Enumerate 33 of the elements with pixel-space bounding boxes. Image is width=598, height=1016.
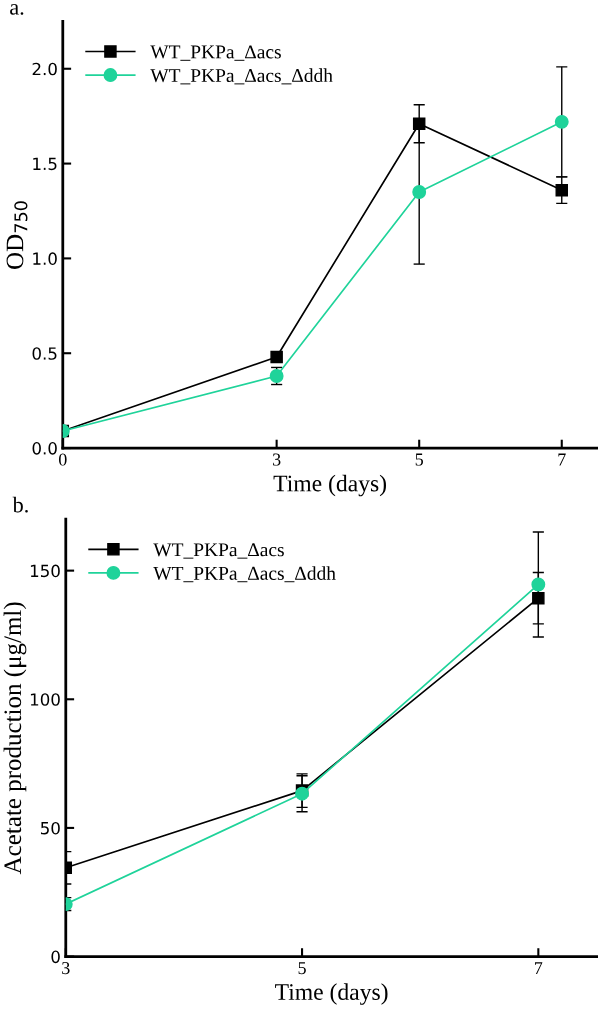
point (412, 185, 427, 199)
x-tick-label: 3 (62, 962, 70, 975)
point (531, 577, 546, 592)
point (555, 183, 569, 197)
x-tick-label: 3 (272, 453, 281, 466)
point (412, 117, 426, 130)
text: b. (12, 496, 28, 513)
x-axis-title: Time (days) (273, 474, 387, 497)
y-tick-label: 100 (30, 693, 60, 706)
legend-label: WT_PKPa_Δacs (153, 543, 284, 559)
x-tick-label: 5 (415, 453, 424, 466)
legend-label: WT_PKPa_Δacs_Δddh (153, 566, 336, 583)
legend-label: WT_PKPa_Δacs (150, 45, 281, 61)
x-axis-title: Time (days) (275, 983, 388, 1005)
x-tick-label: 7 (535, 962, 543, 974)
y-tick-label: 1.5 (33, 157, 57, 171)
y-tick-label: 150 (30, 564, 60, 578)
y-axis-title: OD$_{750}$ (6, 201, 28, 269)
y-tick-label: 0.0 (32, 442, 57, 455)
point (532, 591, 545, 605)
y-tick-label: 0.5 (32, 347, 57, 360)
x-tick-label: 7 (558, 453, 566, 466)
y-tick-label: 1.0 (33, 252, 57, 265)
x-tick-label: 5 (298, 962, 306, 975)
y-axis-title: Acetate production (μg/ml) (3, 602, 27, 875)
point (554, 114, 569, 129)
point (270, 350, 283, 364)
legend-label: WT_PKPa_Δacs_Δddh (150, 68, 333, 85)
y-tick-label: 50 (41, 821, 60, 835)
point (295, 786, 310, 801)
text: a. (10, 4, 24, 15)
y-tick-label: 2.0 (32, 62, 57, 76)
y-tick-label: 0 (51, 950, 60, 964)
